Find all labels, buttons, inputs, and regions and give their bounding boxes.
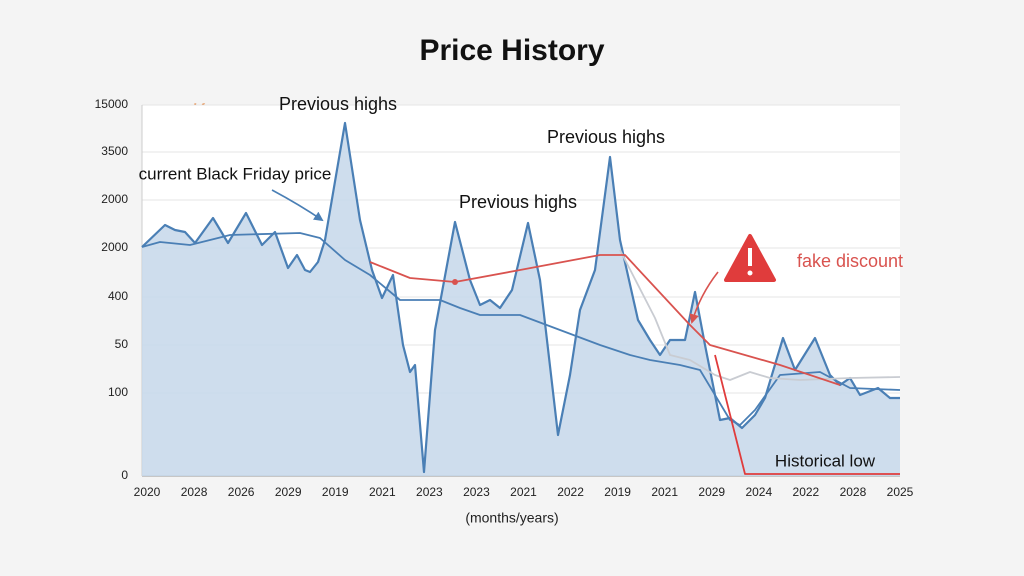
x-tick-label: 2029 — [698, 485, 725, 499]
warning-dot — [747, 270, 753, 276]
line — [714, 354, 900, 475]
annotation: Previous highs — [279, 94, 397, 114]
y-tick-label: 50 — [115, 337, 129, 351]
annotation: current Black Friday price — [139, 164, 332, 183]
x-tick-label: 2022 — [793, 485, 820, 499]
chart-title: Price History — [419, 34, 604, 67]
y-tick-label: 400 — [108, 289, 128, 303]
annotation: Historical low — [775, 451, 876, 470]
x-tick-label: 2023 — [463, 485, 490, 499]
warning-mark — [748, 248, 752, 266]
x-tick-label: 2029 — [275, 485, 302, 499]
annotation: Previous highs — [547, 127, 665, 147]
arrow — [271, 189, 324, 222]
x-tick-label: 2021 — [651, 485, 678, 499]
y-tick-label: 100 — [108, 385, 128, 399]
x-tick-label: 2021 — [369, 485, 396, 499]
x-tick-label: 2028 — [840, 485, 867, 499]
x-tick-label: 2025 — [887, 485, 914, 499]
x-tick-label: 2023 — [416, 485, 443, 499]
x-tick-label: 2020 — [134, 485, 161, 499]
x-tick-label: 2021 — [510, 485, 537, 499]
x-tick-label: 2024 — [745, 485, 772, 499]
x-axis-label: (months/years) — [465, 510, 558, 526]
x-tick-label: 2026 — [228, 485, 255, 499]
annotation: Previous highs — [459, 192, 577, 212]
x-tick-label: 2022 — [557, 485, 584, 499]
x-tick-label: 2019 — [604, 485, 631, 499]
line — [619, 249, 901, 381]
y-tick-label: 15000 — [95, 97, 129, 111]
line — [141, 121, 900, 474]
line — [369, 254, 841, 386]
y-tick-label: 2000 — [101, 240, 128, 254]
arrow — [689, 271, 719, 324]
line — [141, 232, 901, 426]
x-tick-label: 2028 — [181, 485, 208, 499]
x-tick-label: 2019 — [322, 485, 349, 499]
dot — [452, 279, 458, 285]
y-tick-label: 0 — [121, 468, 128, 482]
annotation: fake discount — [797, 251, 903, 271]
y-tick-label: 2000 — [101, 192, 128, 206]
y-tick-label: 3500 — [101, 144, 128, 158]
